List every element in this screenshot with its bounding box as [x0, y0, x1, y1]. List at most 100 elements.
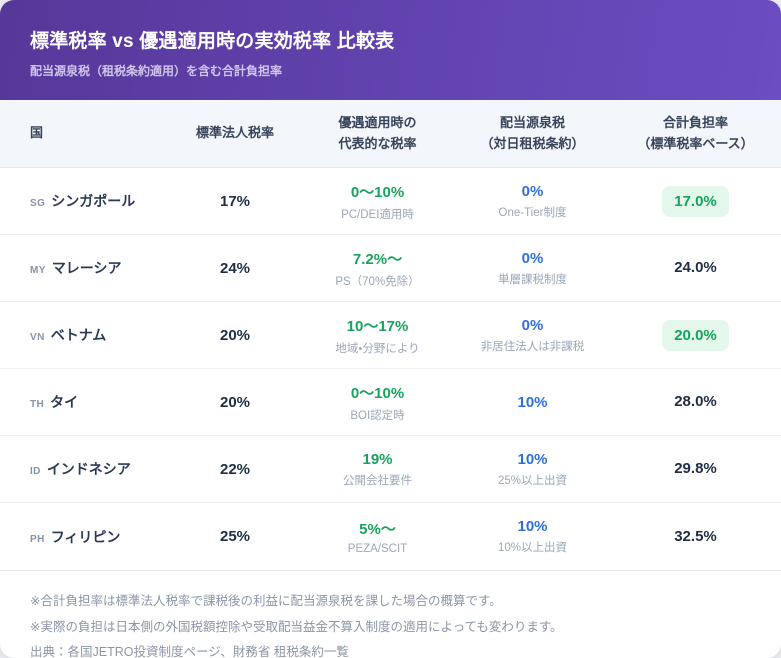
- withholding-rate-cell: 0% One-Tier制度: [455, 183, 610, 220]
- standard-rate-value: 17%: [219, 192, 251, 210]
- preferential-rate-value: 0〜10%: [350, 183, 405, 201]
- page-title: 標準税率 vs 優遇適用時の実効税率 比較表: [30, 31, 395, 52]
- column-header: 優遇適用時の 代表的な税率: [300, 113, 455, 153]
- withholding-rate-cell: 0% 単層課税制度: [455, 250, 610, 287]
- total-rate-cell: 29.8%: [610, 460, 781, 478]
- total-rate-value: 29.8%: [674, 460, 717, 477]
- preferential-rate-value: 5%〜: [359, 521, 396, 538]
- withholding-rate-value: 0%: [521, 249, 544, 267]
- withholding-rate-note: 単層課税制度: [498, 273, 567, 286]
- country-code: MY: [30, 265, 46, 276]
- preferential-rate-value: 0〜10%: [350, 384, 405, 402]
- total-rate-cell: 24.0%: [610, 259, 781, 277]
- standard-rate-value: 20%: [219, 326, 251, 344]
- country-cell: ID インドネシア: [0, 459, 170, 479]
- total-rate-cell: 32.5%: [610, 528, 781, 546]
- standard-rate-cell: 17%: [170, 193, 300, 210]
- total-rate-cell: 20.0%: [610, 319, 781, 351]
- column-header-line1: 優遇適用時の: [338, 115, 417, 131]
- preferential-rate-cell: 0〜10% PC/DEI適用時: [300, 181, 455, 222]
- country-name: ベトナム: [50, 327, 107, 343]
- total-rate-value: 32.5%: [674, 527, 717, 545]
- preferential-rate-note: PC/DEI適用時: [341, 208, 414, 221]
- page-subtitle: 配当源泉税（租税条約適用）を含む合計負担率: [30, 64, 283, 78]
- total-rate-value: 24.0%: [674, 259, 717, 276]
- withholding-rate-value: 10%: [517, 450, 548, 468]
- country-cell: PH フィリピン: [0, 527, 170, 547]
- table-row: SG シンガポール 17% 0〜10% PC/DEI適用時 0% One-Tie…: [0, 168, 781, 235]
- standard-rate-cell: 20%: [170, 327, 300, 344]
- table-row: ID インドネシア 22% 19% 公開会社要件 10% 25%以上出資 29.…: [0, 436, 781, 503]
- footnote: ※実際の負担は日本側の外国税額控除や受取配当益金不算入制度の適用によっても変わり…: [30, 619, 563, 634]
- withholding-rate-cell: 10%: [455, 394, 610, 411]
- preferential-rate-cell: 10〜17% 地域・分野により: [300, 315, 455, 356]
- table-row: PH フィリピン 25% 5%〜 PEZA/SCIT 10% 10%以上出資 3…: [0, 503, 781, 570]
- column-header-line2: （標準税率ベース）: [637, 135, 754, 151]
- country-code: VN: [30, 332, 45, 343]
- standard-rate-value: 25%: [219, 528, 251, 545]
- withholding-rate-value: 10%: [517, 518, 548, 535]
- table-row: TH タイ 20% 0〜10% BOI認定時 10% 28.0%: [0, 369, 781, 436]
- withholding-rate-note: 25%以上出資: [497, 474, 568, 487]
- preferential-rate-cell: 7.2%〜 PS（70%免除）: [300, 248, 455, 289]
- withholding-rate-cell: 10% 25%以上出資: [455, 451, 610, 488]
- column-header-line2: 代表的な税率: [338, 135, 417, 151]
- country-cell: MY マレーシア: [0, 258, 170, 278]
- table-row: VN ベトナム 20% 10〜17% 地域・分野により 0% 非居住法人は非課税…: [0, 302, 781, 369]
- withholding-rate-note: One-Tier制度: [498, 206, 567, 219]
- column-header-line2: （対日租税条約）: [480, 135, 585, 151]
- country-cell: SG シンガポール: [0, 191, 170, 211]
- column-header: 国: [0, 123, 170, 143]
- preferential-rate-cell: 0〜10% BOI認定時: [300, 382, 455, 423]
- footnote: 出典：各国JETRO投資制度ページ、財務省 租税条約一覧: [30, 645, 349, 658]
- table-row: MY マレーシア 24% 7.2%〜 PS（70%免除） 0% 単層課税制度 2…: [0, 235, 781, 302]
- withholding-rate-value: 0%: [521, 182, 544, 200]
- preferential-rate-note: 公開会社要件: [343, 474, 412, 487]
- column-header: 合計負担率 （標準税率ベース）: [610, 113, 781, 153]
- standard-rate-cell: 20%: [170, 394, 300, 411]
- standard-rate-value: 24%: [219, 259, 251, 277]
- country-code: ID: [30, 466, 41, 477]
- preferential-rate-note: 地域・分野により: [335, 342, 420, 355]
- preferential-rate-note: PS（70%免除）: [335, 275, 420, 288]
- withholding-rate-value: 0%: [521, 316, 544, 334]
- footnote: ※合計負担率は標準法人税率で課税後の利益に配当源泉税を課した場合の概算です。: [30, 594, 502, 608]
- total-rate-cell: 17.0%: [610, 185, 781, 217]
- preferential-rate-value: 7.2%〜: [352, 250, 403, 268]
- preferential-rate-value: 10〜17%: [346, 317, 409, 335]
- withholding-rate-cell: 0% 非居住法人は非課税: [455, 317, 610, 354]
- preferential-rate-note: BOI認定時: [350, 409, 405, 422]
- country-name: タイ: [50, 394, 79, 410]
- country-name: マレーシア: [51, 260, 122, 276]
- standard-rate-cell: 24%: [170, 260, 300, 277]
- preferential-rate-note: PEZA/SCIT: [347, 543, 408, 555]
- country-code: TH: [30, 399, 45, 410]
- country-cell: VN ベトナム: [0, 325, 170, 345]
- country-name: インドネシア: [46, 461, 131, 477]
- withholding-rate-cell: 10% 10%以上出資: [455, 518, 610, 555]
- table-body: SG シンガポール 17% 0〜10% PC/DEI適用時 0% One-Tie…: [0, 168, 781, 570]
- country-cell: TH タイ: [0, 392, 170, 412]
- column-header-line1: 配当源泉税: [499, 115, 565, 131]
- withholding-rate-note: 10%以上出資: [497, 542, 568, 554]
- column-header-line1: 国: [30, 125, 44, 141]
- column-header: 配当源泉税 （対日租税条約）: [455, 113, 610, 153]
- total-rate-value: 17.0%: [662, 185, 729, 217]
- standard-rate-value: 20%: [219, 393, 251, 411]
- withholding-rate-note: 非居住法人は非課税: [480, 340, 585, 353]
- total-rate-value: 28.0%: [674, 393, 717, 410]
- footer-notes: ※合計負担率は標準法人税率で課税後の利益に配当源泉税を課した場合の概算です。 ※実…: [0, 570, 781, 658]
- standard-rate-value: 22%: [219, 460, 251, 478]
- column-header-line1: 合計負担率: [662, 115, 728, 131]
- country-code: SG: [30, 198, 46, 209]
- preferential-rate-value: 19%: [362, 450, 393, 468]
- preferential-rate-cell: 19% 公開会社要件: [300, 451, 455, 488]
- table-header-row: 国 標準法人税率 優遇適用時の 代表的な税率 配当源泉税 （対日租税条約） 合計…: [0, 100, 781, 168]
- card-header: 標準税率 vs 優遇適用時の実効税率 比較表 配当源泉税（租税条約適用）を含む合…: [0, 0, 781, 100]
- country-name: フィリピン: [50, 528, 121, 545]
- total-rate-value: 20.0%: [662, 319, 729, 351]
- column-header: 標準法人税率: [170, 123, 300, 143]
- total-rate-cell: 28.0%: [610, 393, 781, 411]
- standard-rate-cell: 22%: [170, 461, 300, 478]
